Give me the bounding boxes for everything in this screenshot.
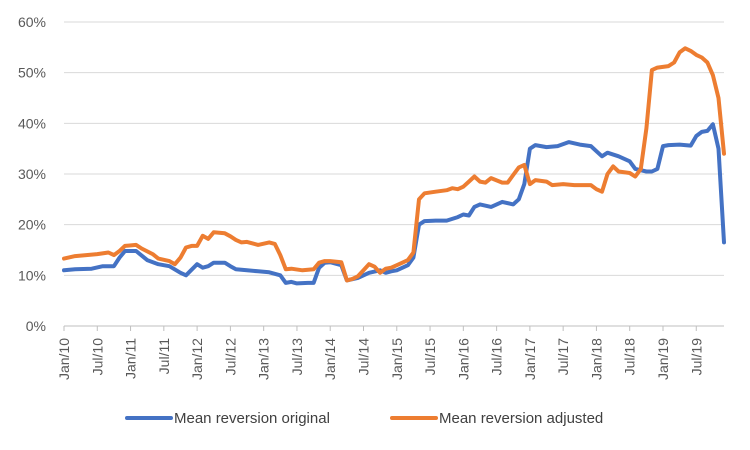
x-tick-label: Jul/16 — [489, 338, 505, 376]
x-tick-label: Jan/17 — [522, 338, 538, 380]
x-tick-label: Jul/13 — [289, 338, 305, 376]
y-tick-label: 30% — [18, 166, 46, 182]
legend: Mean reversion original Mean reversion ad… — [125, 410, 603, 427]
x-tick-label: Jan/18 — [588, 338, 604, 380]
y-tick-label: 20% — [18, 217, 46, 233]
x-tick-label: Jan/19 — [655, 338, 671, 380]
y-tick-label: 40% — [18, 115, 46, 131]
x-tick-label: Jul/11 — [156, 338, 172, 375]
y-axis-tick-labels: 0% 10% 20% 30% 40% 50% 60% — [18, 14, 46, 334]
x-tick-label: Jul/14 — [355, 338, 371, 376]
x-tick-label: Jul/15 — [422, 338, 438, 376]
x-tick-label: Jul/19 — [688, 338, 704, 376]
x-axis-tick-labels: Jan/10 Jul/10 Jan/11 Jul/11 Jan/12 Jul/12 Jan/… — [56, 338, 704, 380]
y-tick-label: 60% — [18, 14, 46, 30]
x-tick-label: Jan/12 — [189, 338, 205, 380]
x-tick-label: Jul/12 — [222, 338, 238, 376]
legend-label-original: Mean reversion original — [174, 410, 330, 427]
y-tick-label: 50% — [18, 65, 46, 81]
x-axis — [63, 325, 724, 331]
series-line-original — [62, 122, 726, 286]
x-tick-label: Jan/14 — [322, 338, 338, 380]
y-tick-label: 10% — [18, 267, 46, 283]
x-tick-label: Jul/17 — [555, 338, 571, 376]
gridlines — [64, 21, 724, 276]
x-tick-label: Jan/16 — [455, 338, 471, 380]
x-tick-label: Jan/11 — [123, 338, 139, 379]
x-tick-label: Jan/10 — [56, 338, 72, 380]
series-lines — [62, 46, 726, 286]
x-tick-label: Jan/13 — [256, 338, 272, 380]
x-tick-label: Jan/15 — [389, 338, 405, 380]
legend-label-adjusted: Mean reversion adjusted — [439, 410, 603, 427]
y-tick-label: 0% — [26, 318, 46, 334]
series-line-adjusted — [62, 46, 726, 283]
x-tick-label: Jul/18 — [622, 338, 638, 376]
x-tick-label: Jul/10 — [89, 338, 105, 376]
